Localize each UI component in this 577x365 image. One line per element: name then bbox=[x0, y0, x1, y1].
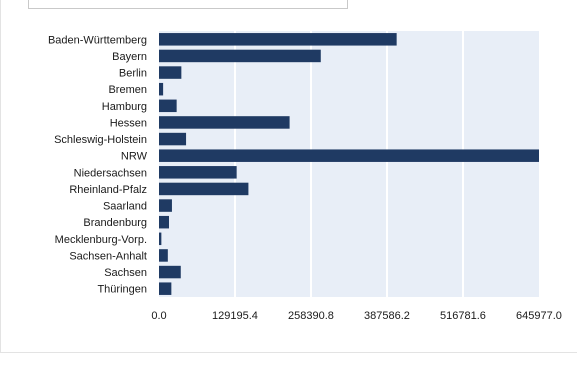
bar bbox=[159, 116, 290, 129]
x-tick-label: 0.0 bbox=[151, 310, 166, 322]
category-label: Bremen bbox=[108, 84, 147, 96]
bars bbox=[159, 33, 539, 295]
bar bbox=[159, 66, 182, 79]
x-axis-ticks: 0.0 129195.4 258390.8 387586.2 516781.6 64597… bbox=[151, 310, 562, 322]
category-label: Saarland bbox=[103, 201, 147, 213]
category-label: Hamburg bbox=[102, 101, 147, 113]
bar bbox=[159, 166, 237, 179]
frame-border-bottom bbox=[0, 352, 577, 353]
category-label: NRW bbox=[121, 151, 148, 163]
category-label: Rheinland-Pfalz bbox=[69, 184, 147, 196]
bar bbox=[159, 182, 249, 196]
bar bbox=[159, 265, 181, 279]
legend-box bbox=[28, 0, 348, 9]
bar bbox=[159, 199, 172, 212]
category-label: Berlin bbox=[119, 68, 147, 80]
x-tick-label: 387586.2 bbox=[364, 310, 410, 322]
category-label: Hessen bbox=[110, 117, 147, 129]
bar bbox=[159, 49, 321, 63]
bar bbox=[159, 132, 187, 146]
bar bbox=[159, 82, 164, 96]
category-label: Schleswig-Holstein bbox=[54, 134, 147, 146]
x-tick-label: 258390.8 bbox=[288, 310, 334, 322]
bar bbox=[159, 282, 172, 295]
x-tick-label: 645977.0 bbox=[516, 310, 562, 322]
x-tick-label: 516781.6 bbox=[440, 310, 486, 322]
category-label: Bayern bbox=[112, 51, 147, 63]
category-label: Sachsen-Anhalt bbox=[69, 250, 147, 262]
bar bbox=[159, 33, 397, 46]
category-label: Mecklenburg-Vorp. bbox=[55, 234, 147, 246]
category-label: Sachsen bbox=[104, 267, 147, 279]
plot-area bbox=[159, 31, 539, 297]
bar bbox=[159, 99, 177, 113]
bar bbox=[159, 232, 162, 246]
grid-lines bbox=[234, 31, 464, 297]
category-label: Thüringen bbox=[97, 284, 147, 296]
category-label: Brandenburg bbox=[83, 217, 147, 229]
frame-border-left bbox=[0, 0, 1, 352]
category-label: Baden-Württemberg bbox=[48, 34, 147, 46]
category-labels: Baden-Württemberg Bayern Berlin Bremen Hambu… bbox=[48, 34, 148, 295]
bar bbox=[159, 215, 170, 229]
bar bbox=[159, 149, 539, 162]
x-tick-label: 129195.4 bbox=[212, 310, 258, 322]
bar bbox=[159, 249, 168, 262]
category-label: Niedersachsen bbox=[74, 167, 147, 179]
